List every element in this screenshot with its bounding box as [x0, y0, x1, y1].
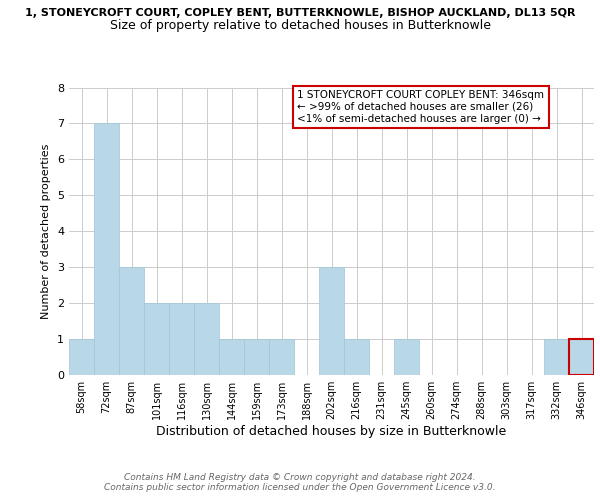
X-axis label: Distribution of detached houses by size in Butterknowle: Distribution of detached houses by size … [157, 425, 506, 438]
Text: Contains public sector information licensed under the Open Government Licence v3: Contains public sector information licen… [104, 482, 496, 492]
Bar [69, 339, 94, 375]
Bar [244, 339, 269, 375]
Bar [569, 339, 594, 375]
Bar [169, 303, 194, 375]
Bar [94, 124, 119, 375]
Bar [394, 339, 419, 375]
Bar [269, 339, 294, 375]
Text: 1, STONEYCROFT COURT, COPLEY BENT, BUTTERKNOWLE, BISHOP AUCKLAND, DL13 5QR: 1, STONEYCROFT COURT, COPLEY BENT, BUTTE… [25, 8, 575, 18]
Text: Size of property relative to detached houses in Butterknowle: Size of property relative to detached ho… [110, 19, 491, 32]
Bar [119, 267, 144, 375]
Bar [219, 339, 244, 375]
Bar [144, 303, 169, 375]
Bar [569, 339, 594, 375]
Bar [544, 339, 569, 375]
Bar [194, 303, 219, 375]
Bar [319, 267, 344, 375]
Bar [344, 339, 369, 375]
Y-axis label: Number of detached properties: Number of detached properties [41, 144, 52, 319]
Text: Contains HM Land Registry data © Crown copyright and database right 2024.: Contains HM Land Registry data © Crown c… [124, 472, 476, 482]
Text: 1 STONEYCROFT COURT COPLEY BENT: 346sqm
← >99% of detached houses are smaller (2: 1 STONEYCROFT COURT COPLEY BENT: 346sqm … [298, 90, 544, 124]
